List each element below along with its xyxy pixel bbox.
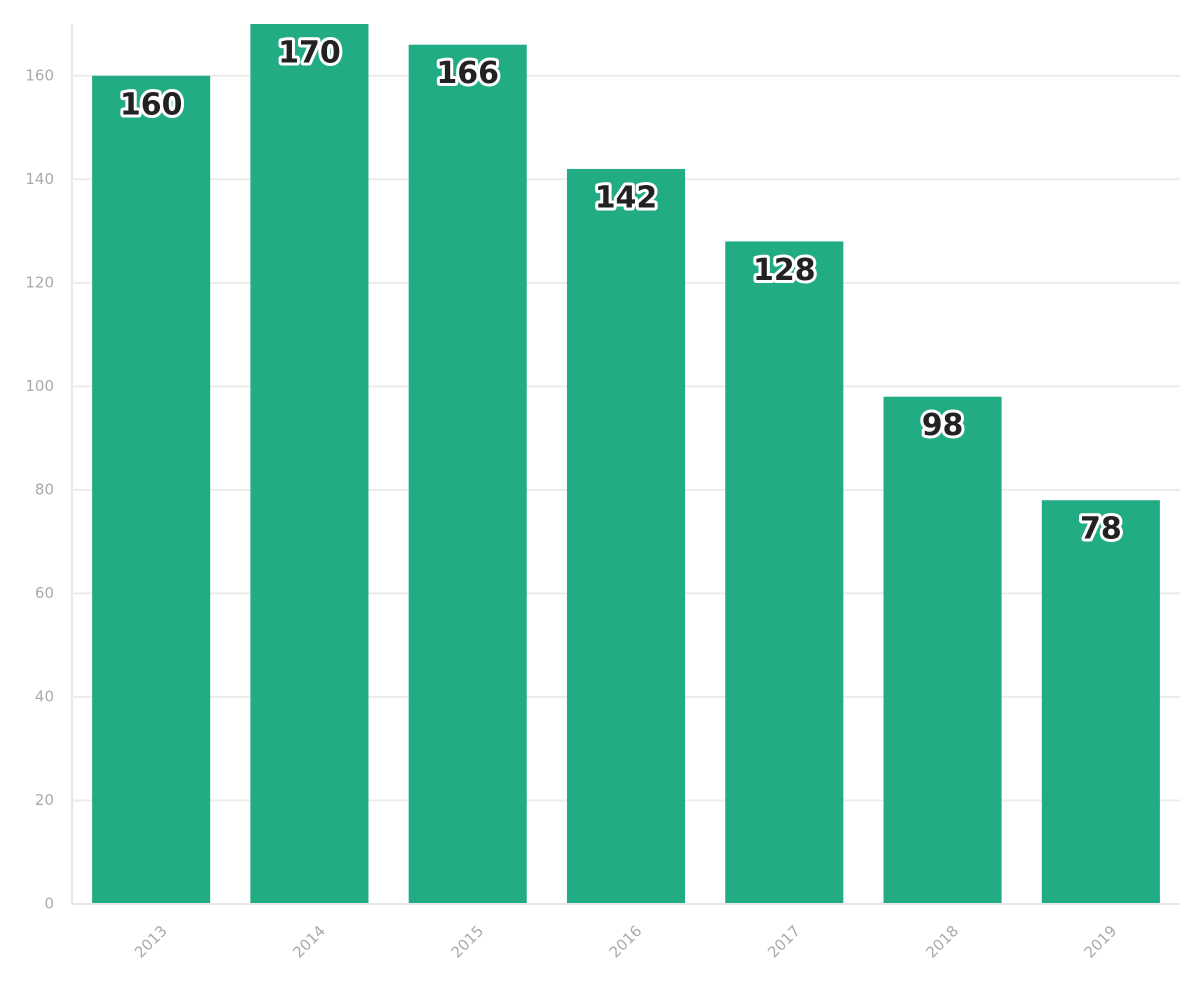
x-tick-label: 2018 bbox=[922, 922, 962, 962]
y-tick-label: 40 bbox=[35, 687, 54, 705]
x-tick-label: 2013 bbox=[131, 922, 171, 962]
bar bbox=[408, 44, 527, 905]
bar bbox=[250, 24, 369, 904]
bar bbox=[92, 75, 211, 904]
x-tick-label: 2016 bbox=[606, 922, 646, 962]
y-tick-label: 160 bbox=[25, 66, 54, 84]
bar bbox=[725, 241, 844, 905]
value-label: 142 bbox=[595, 180, 658, 215]
value-label: 160 bbox=[120, 87, 183, 122]
x-tick-label: 2014 bbox=[289, 922, 329, 962]
y-tick-label: 140 bbox=[25, 170, 54, 188]
bar bbox=[883, 396, 1002, 904]
value-label: 170 bbox=[278, 36, 341, 71]
y-tick-label: 20 bbox=[35, 791, 54, 809]
y-tick-label: 120 bbox=[25, 273, 54, 291]
bar bbox=[566, 168, 686, 905]
y-tick-label: 0 bbox=[44, 895, 54, 913]
value-label: 166 bbox=[436, 56, 499, 91]
x-tick-label: 2015 bbox=[447, 922, 487, 962]
y-tick-label: 60 bbox=[35, 584, 54, 602]
y-tick-label: 80 bbox=[35, 480, 54, 498]
x-tick-label: 2017 bbox=[764, 922, 804, 962]
value-label: 78 bbox=[1080, 512, 1122, 547]
y-tick-label: 100 bbox=[25, 377, 54, 395]
bar bbox=[1041, 500, 1160, 904]
x-tick-label: 2019 bbox=[1081, 922, 1121, 962]
value-label: 128 bbox=[753, 253, 816, 288]
value-label: 98 bbox=[922, 408, 964, 443]
